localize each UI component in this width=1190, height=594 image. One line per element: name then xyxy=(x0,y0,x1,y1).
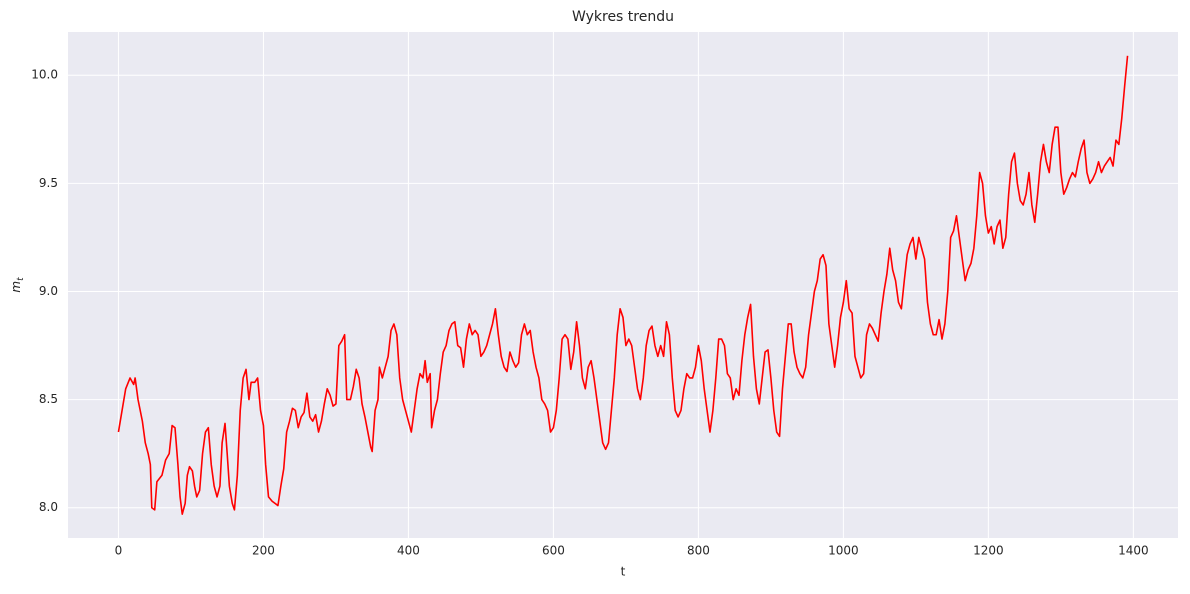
y-tick-label: 8.0 xyxy=(39,500,58,514)
x-tick-label: 400 xyxy=(397,544,420,558)
x-tick-label: 1000 xyxy=(828,544,859,558)
x-tick-label: 1400 xyxy=(1118,544,1149,558)
x-axis-label: t xyxy=(621,565,626,579)
x-tick-label: 800 xyxy=(687,544,710,558)
line xyxy=(117,55,1129,516)
x-tick-label: 600 xyxy=(542,544,565,558)
y-tick-label: 10.0 xyxy=(31,68,58,82)
y-tick-label: 9.0 xyxy=(39,284,58,298)
y-axis-label: mt xyxy=(9,277,26,293)
y-tick-label: 9.5 xyxy=(39,176,58,190)
plot-area xyxy=(68,32,1178,538)
chart-title: Wykres trendu xyxy=(572,9,674,25)
x-tick-label: 0 xyxy=(115,544,123,558)
y-tick-label: 8.5 xyxy=(39,392,58,406)
x-tick-label: 1200 xyxy=(973,544,1004,558)
x-tick-label: 200 xyxy=(252,544,275,558)
